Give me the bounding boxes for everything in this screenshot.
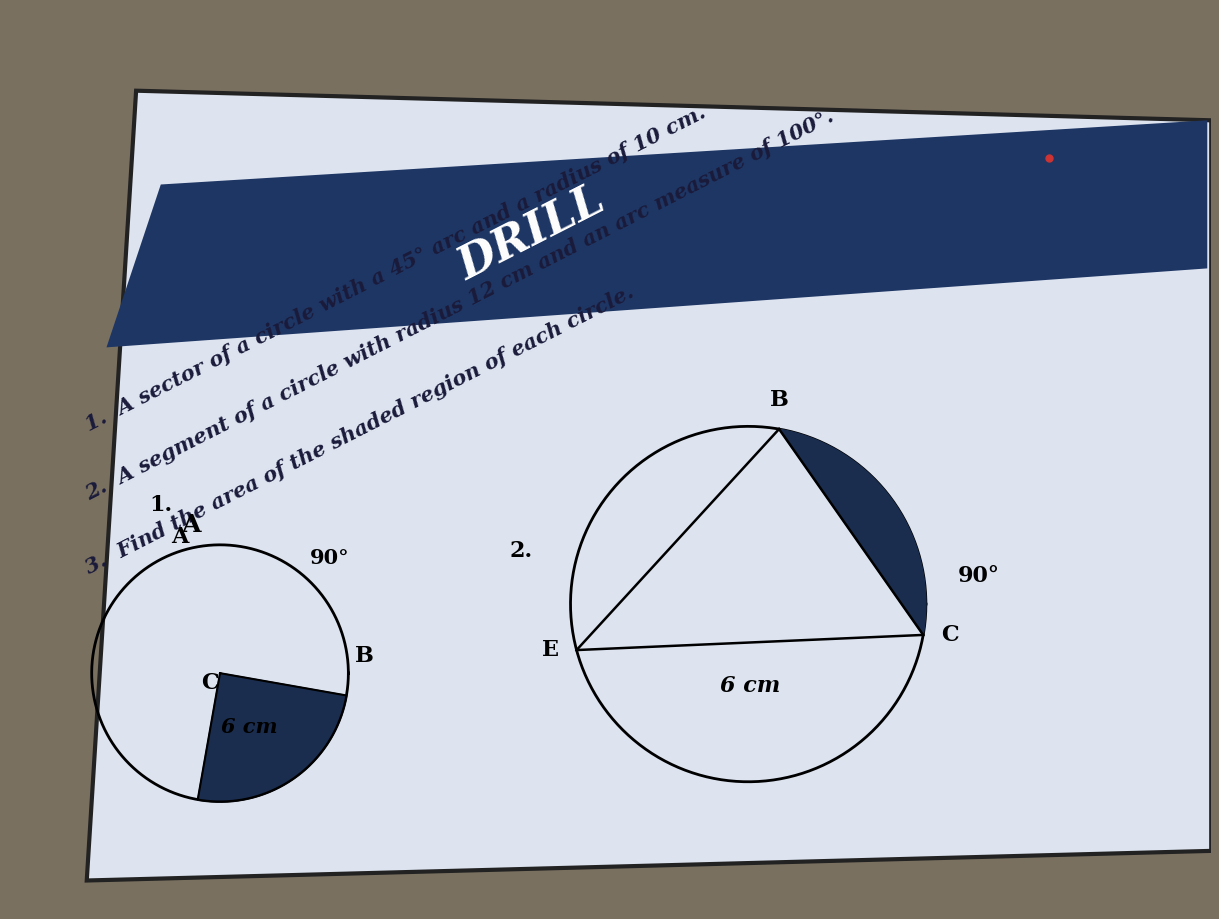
Text: 6 cm: 6 cm xyxy=(719,675,780,697)
Text: 1.  A sector of a circle with a 45° arc and a radius of 10 cm.: 1. A sector of a circle with a 45° arc a… xyxy=(82,103,709,436)
Text: C: C xyxy=(941,624,958,646)
Text: A: A xyxy=(180,513,200,537)
Text: E: E xyxy=(541,639,558,661)
Text: B: B xyxy=(769,390,789,412)
Polygon shape xyxy=(106,120,1207,347)
Text: 6 cm: 6 cm xyxy=(222,718,278,737)
Polygon shape xyxy=(779,429,926,635)
Text: DRILL: DRILL xyxy=(450,178,612,289)
Text: 2.  A segment of a circle with radius 12 cm and an arc measure of 100°.: 2. A segment of a circle with radius 12 … xyxy=(82,107,837,505)
Text: 90°: 90° xyxy=(958,564,1000,586)
Text: 3.  Find the area of the shaded region of each circle.: 3. Find the area of the shaded region of… xyxy=(82,282,638,578)
Text: 90°: 90° xyxy=(310,548,350,568)
Text: B: B xyxy=(355,645,374,667)
Text: 2.: 2. xyxy=(510,539,533,562)
Polygon shape xyxy=(197,674,346,801)
Text: A: A xyxy=(172,526,189,548)
Text: 1.: 1. xyxy=(149,494,172,516)
Polygon shape xyxy=(87,91,1212,880)
Text: C: C xyxy=(201,672,219,694)
